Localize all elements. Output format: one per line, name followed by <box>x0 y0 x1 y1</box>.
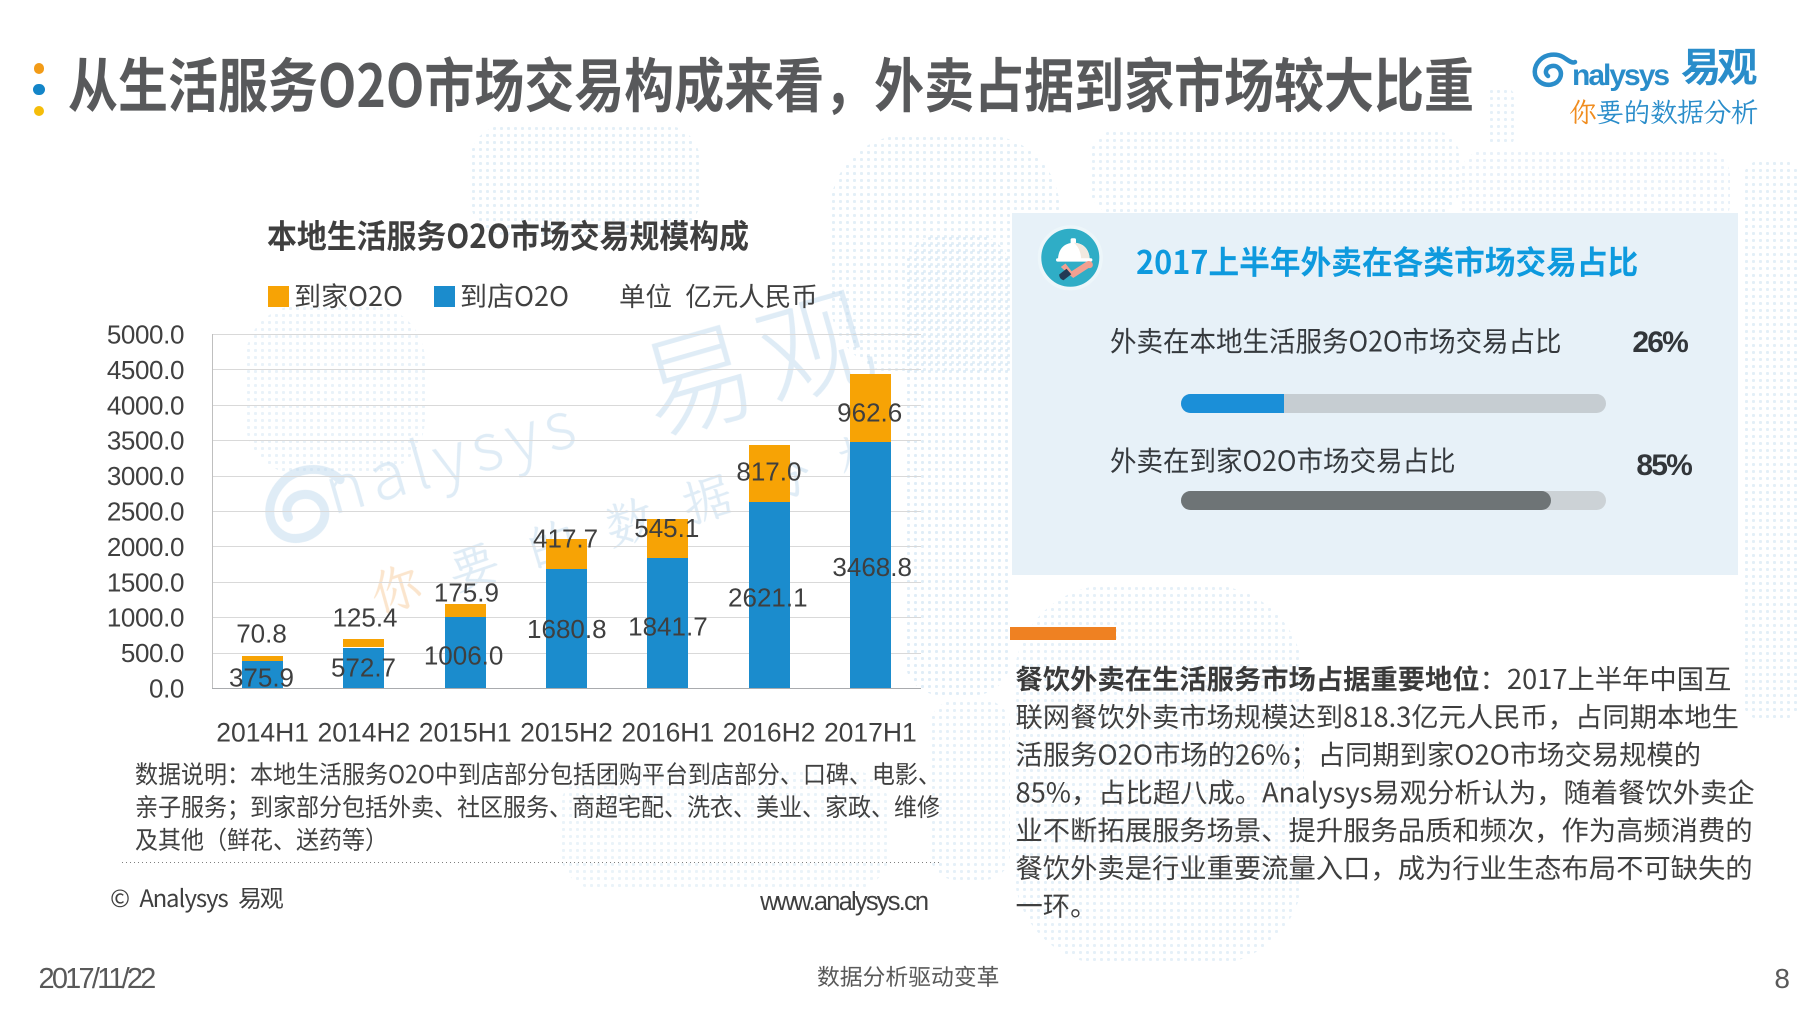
svg-text:125.4: 125.4 <box>332 603 397 633</box>
svg-text:3500.0: 3500.0 <box>107 426 184 456</box>
svg-text:5000.0: 5000.0 <box>107 320 184 350</box>
svg-text:26%: 26% <box>1632 326 1688 359</box>
svg-text:2015H1: 2015H1 <box>419 718 512 748</box>
svg-text:2016H2: 2016H2 <box>723 718 816 748</box>
svg-text:500.0: 500.0 <box>121 638 184 668</box>
svg-text:962.6: 962.6 <box>837 398 902 428</box>
svg-text:2014H1: 2014H1 <box>216 718 309 748</box>
svg-text:85%: 85% <box>1636 449 1692 482</box>
svg-text:2017/11/22: 2017/11/22 <box>39 963 156 995</box>
svg-text:4500.0: 4500.0 <box>107 355 184 385</box>
svg-text:1841.7: 1841.7 <box>628 612 708 642</box>
svg-text:545.1: 545.1 <box>634 513 699 543</box>
svg-text:2000.0: 2000.0 <box>107 532 184 562</box>
svg-text:375.9: 375.9 <box>229 663 294 693</box>
svg-text:817.0: 817.0 <box>736 457 801 487</box>
svg-text:3468.8: 3468.8 <box>832 552 912 582</box>
svg-text:4000.0: 4000.0 <box>107 390 184 420</box>
svg-text:2016H1: 2016H1 <box>621 718 714 748</box>
svg-text:175.9: 175.9 <box>434 578 499 608</box>
svg-text:2015H2: 2015H2 <box>520 718 613 748</box>
svg-text:www.analysys.cn: www.analysys.cn <box>759 888 928 916</box>
svg-text:2017H1: 2017H1 <box>824 718 917 748</box>
svg-text:1500.0: 1500.0 <box>107 567 184 597</box>
svg-text:0.0: 0.0 <box>149 674 184 704</box>
svg-text:3000.0: 3000.0 <box>107 461 184 491</box>
svg-text:2500.0: 2500.0 <box>107 497 184 527</box>
svg-text:70.8: 70.8 <box>236 619 287 649</box>
svg-text:2621.1: 2621.1 <box>728 583 808 613</box>
svg-text:572.7: 572.7 <box>331 653 396 683</box>
svg-text:1006.0: 1006.0 <box>424 641 504 671</box>
svg-text:nalysys: nalysys <box>1572 59 1669 92</box>
svg-text:1000.0: 1000.0 <box>107 603 184 633</box>
svg-text:417.7: 417.7 <box>533 524 598 554</box>
svg-text:1680.8: 1680.8 <box>527 614 607 644</box>
svg-text:8: 8 <box>1774 963 1790 994</box>
svg-text:2014H2: 2014H2 <box>318 718 411 748</box>
